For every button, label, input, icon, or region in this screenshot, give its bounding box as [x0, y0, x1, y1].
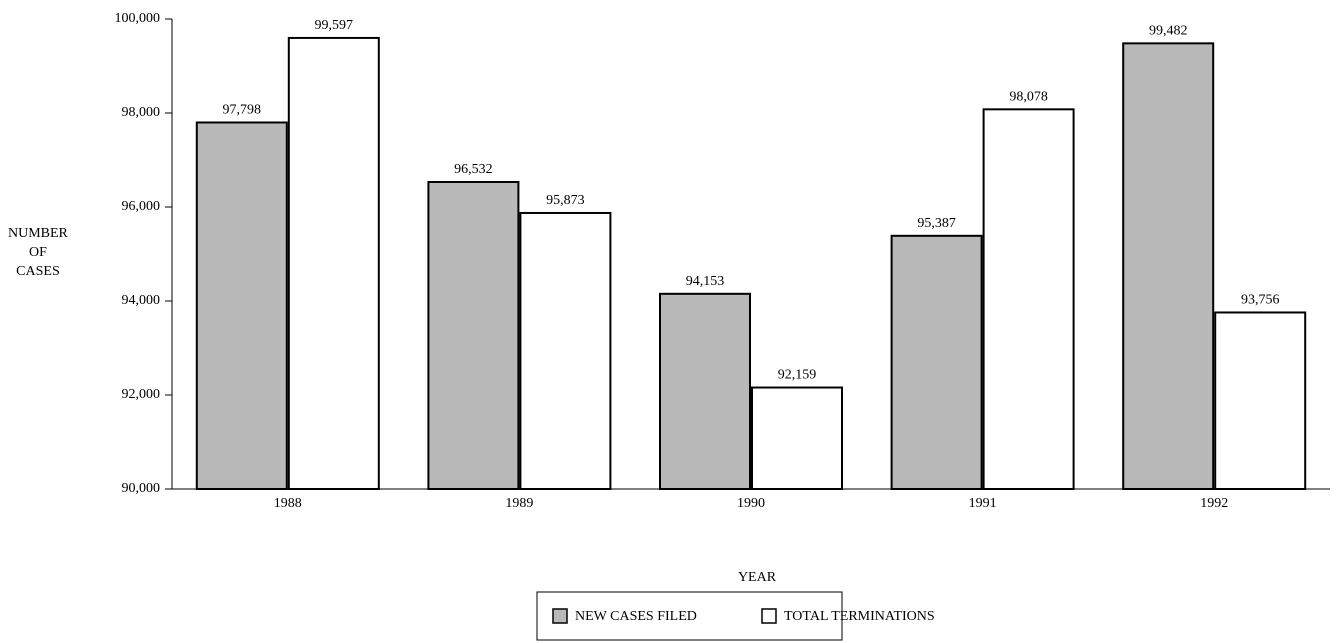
x-tick-label: 1988: [274, 496, 302, 511]
legend-swatch: [552, 608, 568, 624]
legend-label: TOTAL TERMINATIONS: [784, 609, 935, 624]
value-label: 93,756: [1241, 293, 1280, 308]
y-tick-label: 92,000: [122, 387, 161, 402]
x-tick-label: 1992: [1200, 496, 1228, 511]
bar: [1214, 311, 1307, 490]
value-label: 97,798: [223, 103, 262, 118]
legend-box: [536, 591, 843, 641]
value-label: 95,387: [917, 216, 956, 231]
value-label: 99,597: [315, 18, 354, 33]
value-label: 99,482: [1149, 24, 1188, 39]
bar: [890, 234, 983, 490]
y-tick-label: 100,000: [115, 11, 161, 26]
bar: [287, 36, 380, 490]
bar: [519, 211, 612, 490]
value-label: 94,153: [686, 274, 725, 289]
bar: [982, 108, 1075, 490]
bar: [1122, 42, 1215, 490]
value-label: 98,078: [1009, 90, 1048, 105]
legend-swatch: [761, 608, 777, 624]
y-tick-label: 94,000: [122, 293, 161, 308]
x-tick-label: 1989: [505, 496, 533, 511]
bar: [195, 121, 288, 491]
y-tick-label: 90,000: [122, 481, 161, 496]
y-tick-label: 98,000: [122, 105, 161, 120]
bar: [751, 386, 843, 491]
x-tick-label: 1990: [737, 496, 765, 511]
bar: [659, 292, 751, 490]
y-axis-label: NUMBER OF CASES: [8, 226, 68, 279]
y-tick-label: 96,000: [122, 199, 161, 214]
legend-label: NEW CASES FILED: [575, 609, 697, 624]
value-label: 96,532: [454, 162, 493, 177]
value-label: 92,159: [778, 368, 817, 383]
x-tick-label: 1991: [969, 496, 997, 511]
bar: [427, 180, 520, 490]
x-axis-label: YEAR: [738, 570, 777, 585]
value-label: 95,873: [546, 193, 585, 208]
